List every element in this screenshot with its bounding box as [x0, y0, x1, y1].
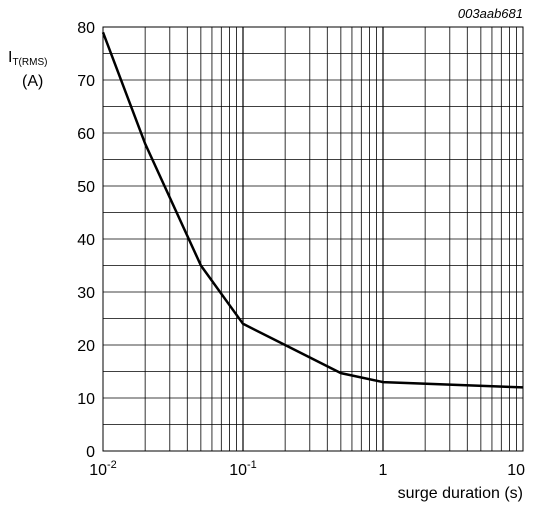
x-tick-label: 10 [507, 462, 525, 479]
y-tick-label: 60 [77, 126, 95, 143]
x-tick-exponent: -1 [247, 459, 257, 471]
x-tick-base: 10 [229, 462, 247, 479]
x-tick-label: 1 [379, 462, 388, 479]
y-tick-label: 10 [77, 391, 95, 408]
y-tick-label: 50 [77, 179, 95, 196]
grid [103, 27, 523, 451]
figure-code: 003aab681 [458, 6, 523, 21]
x-tick-label: 10-1 [229, 459, 257, 479]
y-tick-label: 20 [77, 338, 95, 355]
y-axis-unit: (A) [22, 73, 43, 90]
y-tick-label: 40 [77, 232, 95, 249]
x-tick-base: 10 [89, 462, 107, 479]
y-tick-label: 70 [77, 73, 95, 90]
x-tick-labels: 10-2 10-1 1 10 [89, 459, 525, 479]
y-tick-label: 30 [77, 285, 95, 302]
x-tick-exponent: -2 [107, 459, 117, 471]
y-tick-label: 80 [77, 20, 95, 37]
y-tick-labels: 0 10 20 30 40 50 60 70 80 [77, 20, 95, 461]
plot-frame [102, 26, 524, 452]
x-axis-label: surge duration (s) [398, 485, 523, 502]
y-axis-label: IT(RMS) [8, 49, 47, 68]
x-tick-base: 1 [379, 462, 388, 479]
x-tick-label: 10-2 [89, 459, 117, 479]
y-axis-label-sub: T(RMS) [12, 57, 47, 68]
y-axis-label-main: I [8, 49, 12, 66]
series-line [101, 31, 524, 389]
y-tick-label: 0 [86, 444, 95, 461]
x-tick-base: 10 [507, 462, 525, 479]
